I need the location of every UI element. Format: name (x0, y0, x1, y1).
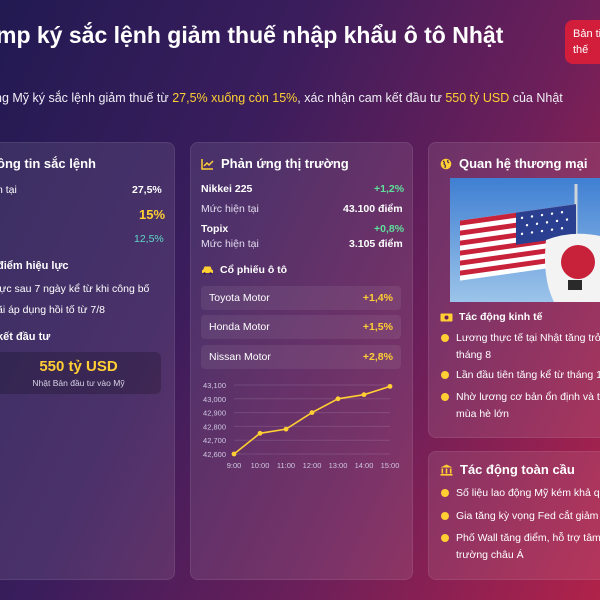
market-reaction-title-text: Phản ứng thị trường (221, 156, 349, 171)
list-item-line: Phố Wall tăng điểm, hỗ trợ tâm lý (456, 532, 600, 544)
x-tick-label: 10:00 (251, 461, 270, 470)
topix-name: Topix (201, 223, 229, 235)
nikkei-intraday-chart: 43,100 43,000 42,900 42,800 42,700 42,6009:00… (203, 381, 400, 470)
investment-caption: Nhật Bản đầu tư vào Mỹ (32, 378, 125, 388)
topix-level: 3.105 điểm (349, 238, 403, 250)
y-tick-label: 42,600 (203, 450, 226, 459)
stock-name: Toyota Motor (209, 292, 270, 304)
auto-stocks-title-text: Cổ phiếu ô tô (220, 264, 288, 276)
effective-item: lực sau 7 ngày kể từ khi công bố (0, 283, 150, 295)
global-impact-title: Tác động toàn cầu (440, 462, 575, 477)
list-item-line: mùa hè lớn (456, 408, 509, 420)
stock-change: +2,8% (362, 351, 393, 363)
data-point (231, 451, 237, 457)
x-tick-label: 13:00 (329, 461, 348, 470)
bank-icon (440, 464, 453, 476)
nikkei-level-label: Mức hiện tại (201, 203, 259, 215)
subtitle-highlight-invest: 550 tỷ USD (445, 91, 510, 105)
data-point (387, 383, 393, 389)
subtitle-text: , xác nhận cam kết đầu tư (297, 91, 446, 105)
x-tick-label: 14:00 (355, 461, 374, 470)
list-item-line: tháng 8 (456, 349, 492, 361)
bullet-dot (441, 371, 449, 379)
bullet-dot (441, 489, 449, 497)
global-impact-card (428, 451, 600, 580)
stock-change: +1,5% (362, 321, 393, 333)
globe-icon (440, 158, 452, 169)
series-line (233, 385, 391, 455)
list-item-text: Nhờ lương cơ bản ổn định và tiền mùa hè l… (456, 389, 600, 423)
page-title: mp ký sắc lệnh giảm thuế nhập khẩu ô tô … (0, 22, 504, 48)
stock-name: Honda Motor (209, 321, 270, 333)
y-tick-label: 42,900 (203, 409, 226, 418)
rate-value-new: 15% (139, 207, 166, 222)
auto-stocks-title: Cổ phiếu ô tô (201, 264, 287, 276)
trade-relations-title-text: Quan hệ thương mại (459, 156, 588, 171)
bullet-dot (441, 512, 449, 520)
list-item-line: Lương thực tế tại Nhật tăng trở lạ (456, 332, 600, 344)
stock-row[interactable]: Toyota Motor +1,4% (201, 286, 401, 310)
economic-impact-title-text: Tác động kinh tế (459, 311, 543, 323)
car-icon (202, 266, 213, 275)
bullet-dot (441, 393, 449, 401)
nikkei-change: +1,2% (374, 183, 405, 195)
stock-change: +1,4% (362, 292, 393, 304)
y-tick-label: 43,000 (203, 395, 226, 404)
bullet-dot (441, 534, 449, 542)
x-tick-label: 9:00 (227, 461, 242, 470)
effective-date-title: điểm hiệu lực (0, 260, 69, 272)
data-point (309, 410, 315, 415)
subtitle-text: của Nhật (509, 91, 563, 105)
bullet-dot (441, 334, 449, 342)
topix-change: +0,8% (374, 223, 405, 235)
y-tick-label: 42,800 (203, 422, 226, 431)
list-item-line: trường châu Á (456, 549, 524, 561)
effective-item: ãi áp dụng hồi tố từ 7/8 (0, 304, 106, 316)
decree-info-card (0, 142, 175, 580)
stock-name: Nissan Motor (209, 351, 271, 363)
rate-value-reduction: 12,5% (134, 233, 164, 245)
list-item-text: Phố Wall tăng điểm, hỗ trợ tâm lý trường … (456, 530, 600, 564)
investment-amount: 550 tỷ USD (39, 358, 118, 375)
x-tick-label: 12:00 (303, 461, 322, 470)
y-tick-label: 42,700 (203, 436, 226, 445)
investment-box: 550 tỷ USD Nhật Bản đầu tư vào Mỹ (0, 352, 161, 394)
money-icon (440, 313, 453, 321)
data-point (257, 430, 263, 436)
nikkei-name: Nikkei 225 (201, 183, 253, 195)
us-japan-flags-image (450, 178, 600, 302)
investment-title: kết đầu tư (0, 331, 51, 343)
rate-label-current: n tại (0, 184, 17, 196)
subtitle-highlight-rate: 27,5% xuống còn 15% (172, 91, 298, 105)
list-item-text: Lương thực tế tại Nhật tăng trở lạ tháng … (456, 330, 600, 364)
chart-line-icon (201, 158, 214, 170)
nikkei-level: 43.100 điểm (343, 203, 403, 215)
x-tick-label: 11:00 (277, 461, 295, 470)
rate-value-current: 27,5% (132, 184, 162, 196)
list-item-text: Lần đầu tiên tăng kể từ tháng 12 (456, 369, 600, 381)
economic-impact-title: Tác động kinh tế (440, 311, 542, 323)
global-impact-title-text: Tác động toàn cầu (460, 462, 575, 477)
x-tick-label: 15:00 (381, 461, 400, 470)
topix-level-label: Mức hiện tại (201, 238, 259, 250)
list-item-text: Gia tăng kỳ vọng Fed cắt giảm lãi (456, 510, 600, 522)
market-reaction-card (190, 142, 413, 580)
decree-info-title: ông tin sắc lệnh (0, 156, 96, 171)
list-item-line: Nhờ lương cơ bản ổn định và tiền (456, 391, 600, 403)
subtitle: ng Mỹ ký sắc lệnh giảm thuế từ 27,5% xuố… (0, 91, 563, 105)
news-badge[interactable]: Bản tin thế (565, 20, 600, 64)
y-tick-label: 43,100 (203, 381, 226, 390)
trade-relations-title: Quan hệ thương mại (440, 156, 587, 171)
list-item-text: Số liệu lao động Mỹ kém khả qua (456, 487, 600, 499)
data-point (283, 426, 289, 432)
subtitle-text: ng Mỹ ký sắc lệnh giảm thuế từ (0, 91, 173, 105)
stock-row[interactable]: Nissan Motor +2,8% (201, 345, 401, 369)
market-reaction-title: Phản ứng thị trường (201, 156, 349, 171)
stock-row[interactable]: Honda Motor +1,5% (201, 315, 401, 339)
data-point (335, 396, 341, 402)
data-point (361, 392, 367, 398)
